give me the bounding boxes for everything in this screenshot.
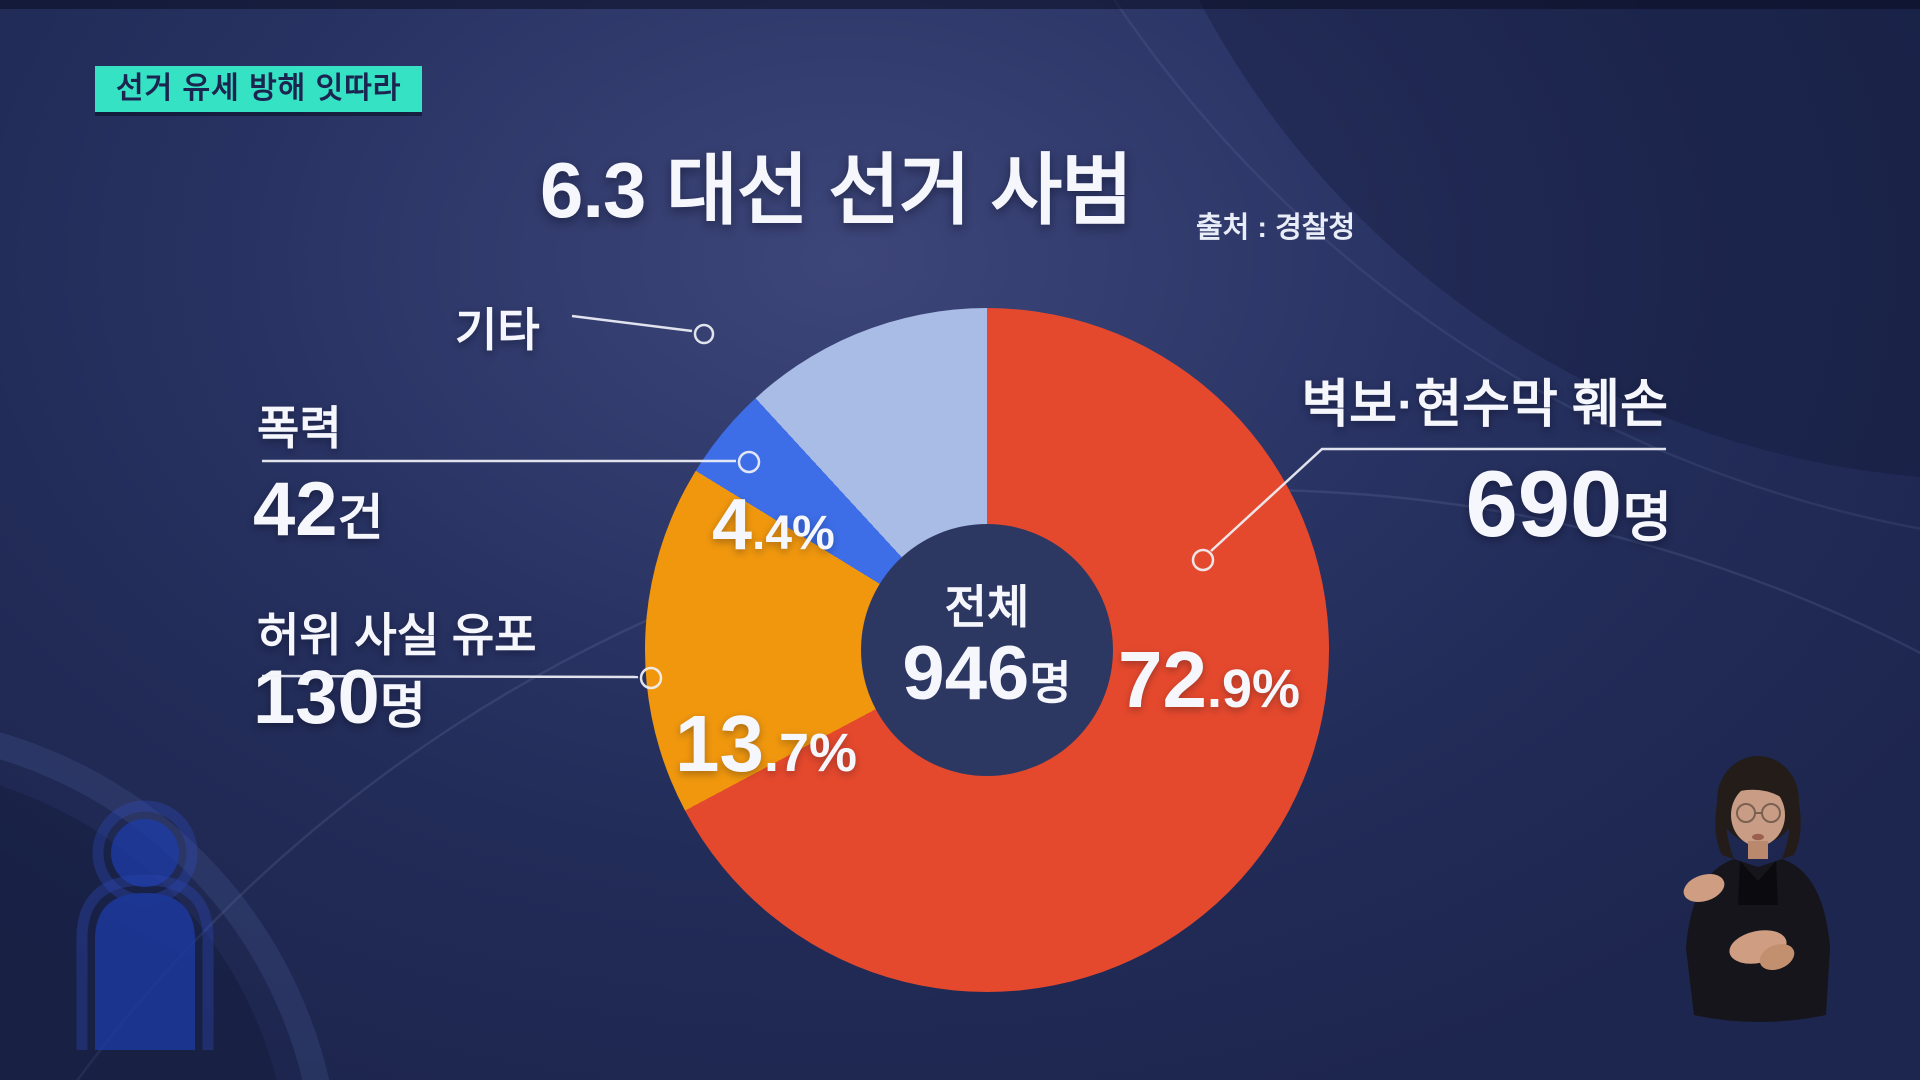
top-dark-strip bbox=[0, 0, 1920, 9]
callout-violence-label: 폭력 bbox=[257, 402, 342, 454]
source-credit: 출처 : 경찰청 bbox=[1196, 212, 1356, 244]
total-label: 전체 bbox=[944, 581, 1030, 633]
callout-violence-value: 42건 bbox=[253, 467, 384, 552]
person-silhouette-icon bbox=[76, 800, 214, 1050]
headline-badge: 선거 유세 방해 잇따라 bbox=[95, 66, 423, 112]
pct-label-posters: 72.9% bbox=[1118, 635, 1301, 724]
chart-title: 6.3 대선 선거 사범 bbox=[540, 146, 1133, 234]
donut-chart bbox=[645, 308, 1329, 992]
sign-language-interpreter bbox=[1683, 756, 1830, 1022]
callout-posters-label: 벽보·현수막 훼손 bbox=[1301, 376, 1668, 434]
donut-center-total: 전체 946명 bbox=[902, 580, 1071, 735]
total-value: 946명 bbox=[902, 631, 1072, 716]
callout-posters-value: 690명 bbox=[1465, 451, 1672, 556]
donut-hole bbox=[861, 524, 1113, 776]
pct-label-false-info: 13.7% bbox=[675, 699, 858, 788]
callout-false-info-value: 130명 bbox=[253, 655, 426, 740]
callout-others-label: 기타 bbox=[455, 304, 540, 356]
callout-false-info-label: 허위 사실 유포 bbox=[257, 609, 537, 661]
pct-label-violence: 4.4% bbox=[712, 485, 835, 565]
